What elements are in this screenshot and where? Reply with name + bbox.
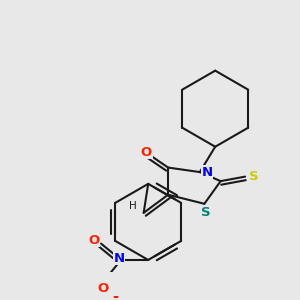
Text: -: -: [112, 289, 118, 300]
Text: O: O: [141, 146, 152, 159]
Text: N: N: [114, 252, 125, 265]
Text: H: H: [129, 201, 137, 211]
Text: N: N: [202, 166, 213, 178]
Text: O: O: [97, 282, 109, 296]
Text: S: S: [201, 206, 211, 219]
Text: S: S: [249, 170, 259, 183]
Text: O: O: [88, 233, 100, 247]
